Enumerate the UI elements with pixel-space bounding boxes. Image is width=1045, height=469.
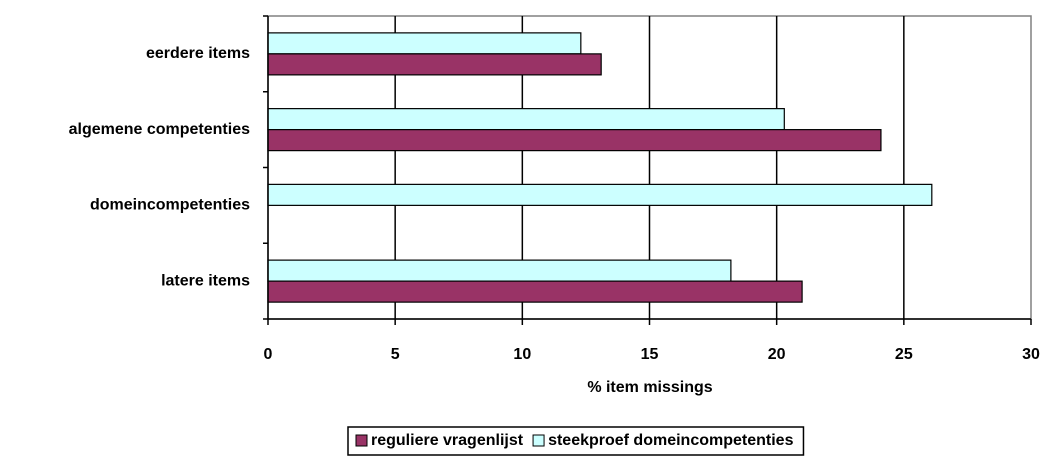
x-tick-label: 0 <box>264 346 273 363</box>
x-tick-label: 5 <box>391 346 400 363</box>
x-tick-label: 15 <box>641 346 659 363</box>
x-tick-label: 20 <box>768 346 786 363</box>
bar <box>267 280 803 303</box>
bar <box>267 53 602 76</box>
legend <box>347 426 805 456</box>
y-tick-label: domeincompetenties <box>90 197 250 214</box>
legend-swatch <box>532 434 545 447</box>
bar <box>267 183 933 206</box>
x-tick-label: 25 <box>895 346 913 363</box>
bar <box>267 259 732 282</box>
y-tick-label: algemene competenties <box>69 121 251 138</box>
y-tick-label: eerdere items <box>146 45 250 62</box>
bar <box>267 108 785 131</box>
x-tick-label: 30 <box>1022 346 1040 363</box>
legend-swatch <box>355 434 368 447</box>
legend-label: reguliere vragenlijst <box>371 432 524 449</box>
y-tick-label: latere items <box>161 272 250 289</box>
bar <box>267 129 882 152</box>
bar <box>267 32 582 55</box>
legend-label: steekproef domeincompetenties <box>548 432 794 449</box>
x-tick-label: 10 <box>513 346 531 363</box>
x-axis-title: % item missings <box>587 379 712 396</box>
